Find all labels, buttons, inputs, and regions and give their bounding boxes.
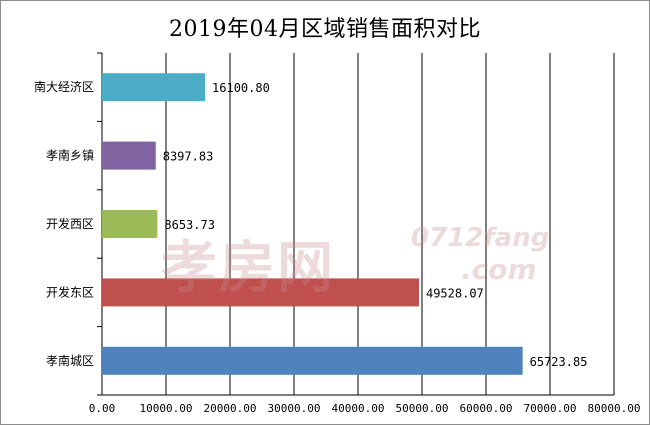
x-tick-label: 50000.00 [396,402,449,415]
chart-title: 2019年04月区域销售面积对比 [169,17,481,42]
x-tick-label: 10000.00 [140,402,193,415]
bar [102,278,419,307]
data-label: 8653.73 [164,218,215,232]
x-tick-label: 30000.00 [268,402,321,415]
category-label: 开发东区 [46,284,94,299]
category-label: 孝南乡镇 [46,148,94,163]
data-label: 65723.85 [530,355,588,369]
x-tick-label: 40000.00 [332,402,385,415]
bar [102,141,156,170]
x-tick-label: 70000.00 [524,402,577,415]
data-label: 16100.80 [212,81,270,95]
category-label: 开发西区 [46,216,94,231]
x-tick-label: 80000.00 [588,402,641,415]
data-label: 8397.83 [163,150,214,164]
category-label: 南大经济区 [34,79,94,94]
bar [102,73,206,102]
category-label: 孝南城区 [46,353,94,368]
x-tick-label: 0.00 [89,402,116,415]
data-label: 49528.07 [426,286,484,300]
x-tick-label: 60000.00 [460,402,513,415]
bar [102,210,158,238]
x-tick-label: 20000.00 [204,402,257,415]
bar [102,346,523,375]
